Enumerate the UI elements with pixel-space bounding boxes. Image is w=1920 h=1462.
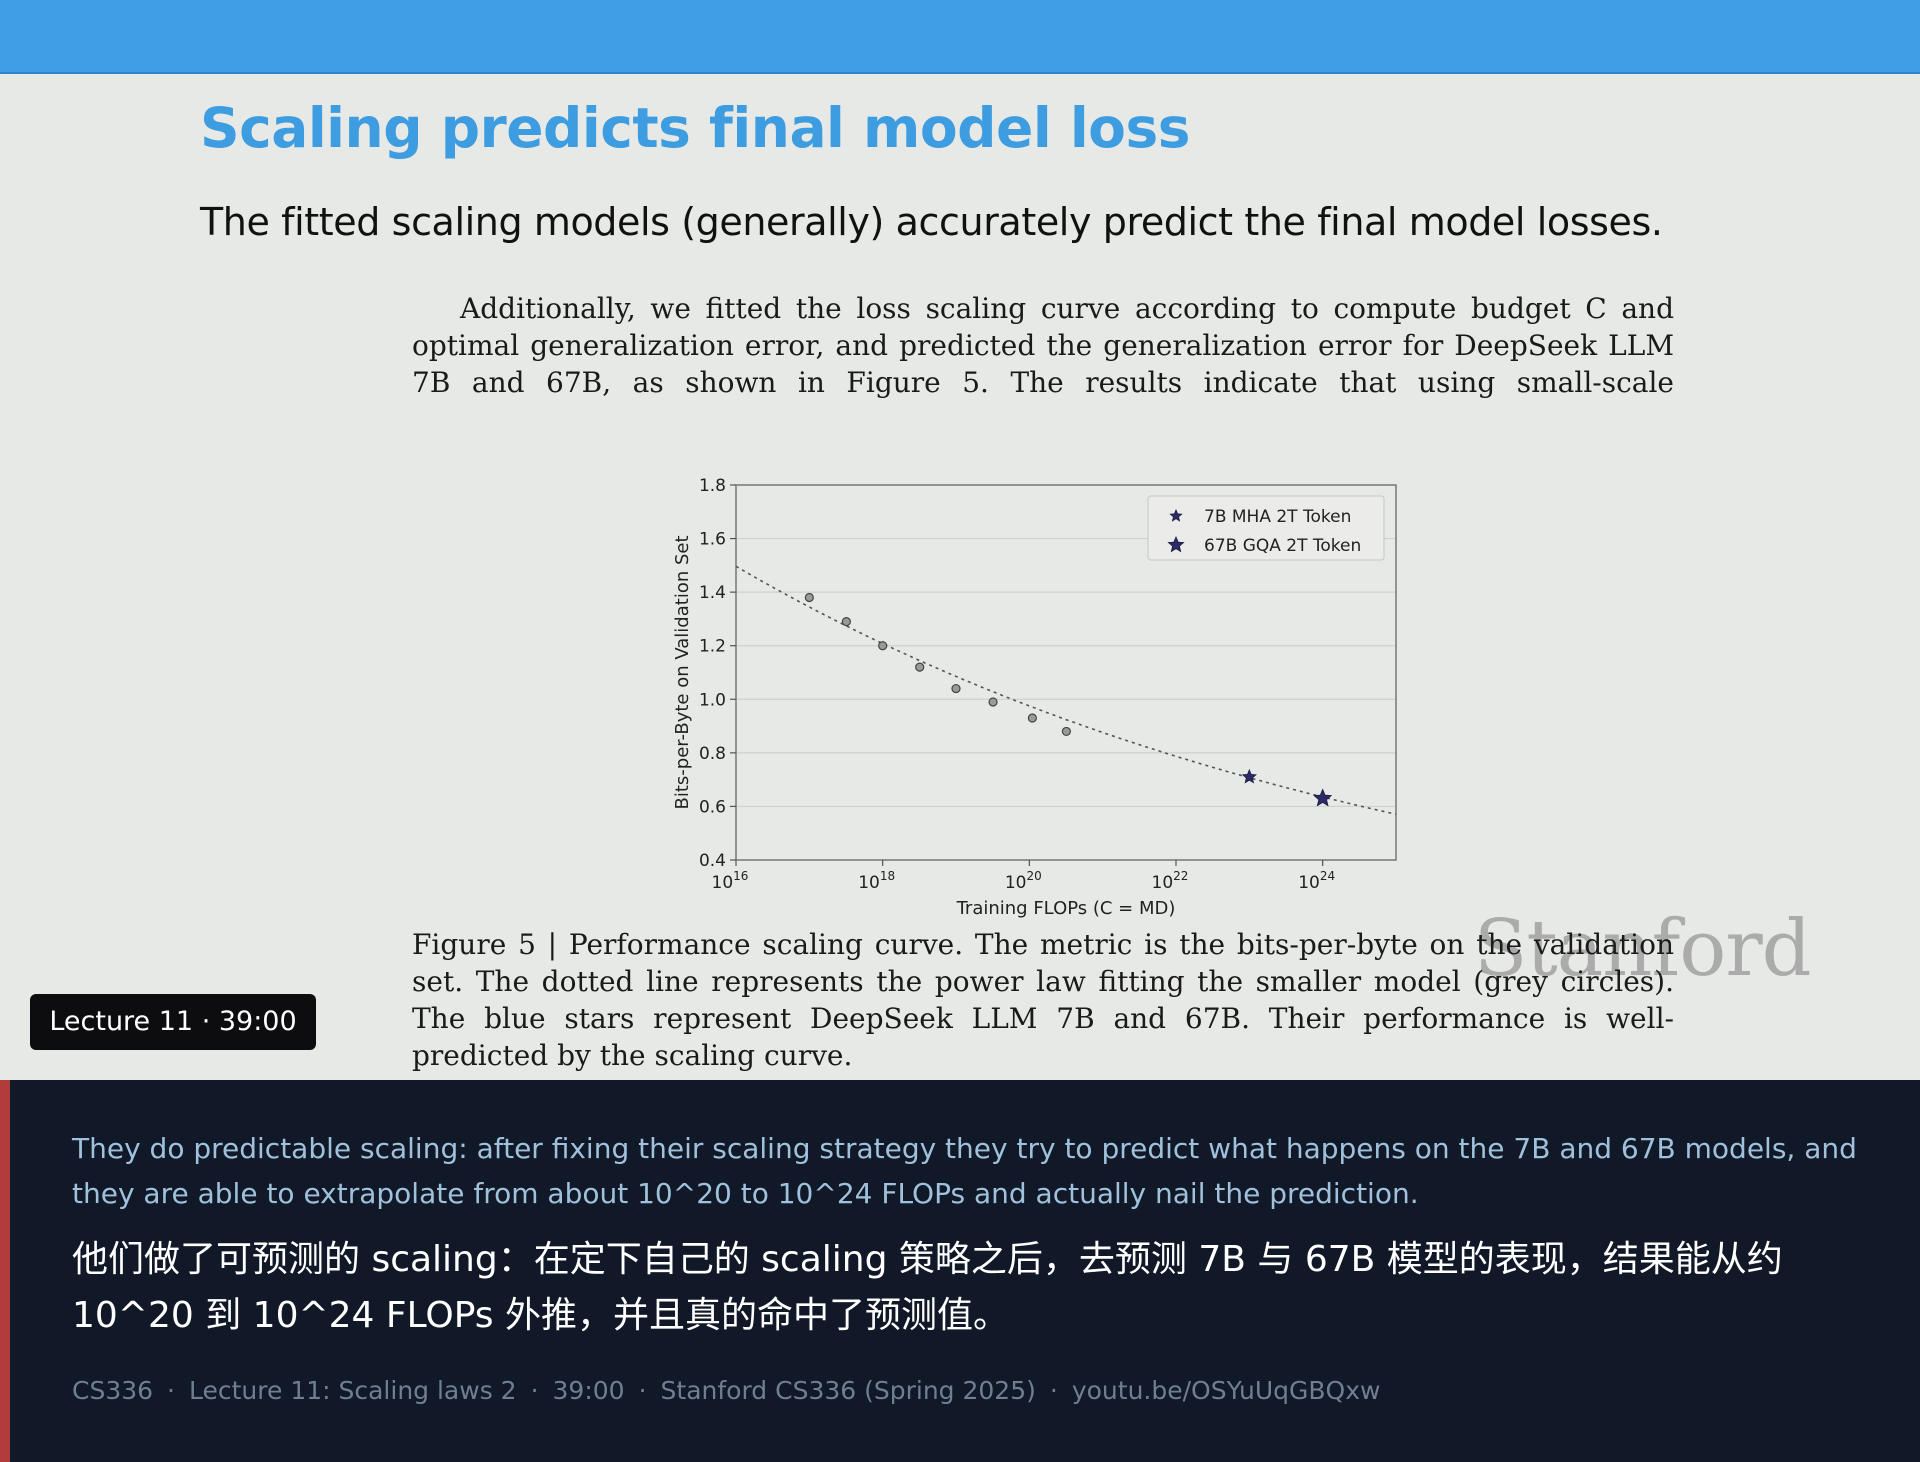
meta-source: Stanford CS336 (Spring 2025) bbox=[660, 1376, 1036, 1405]
data-point-circle bbox=[951, 683, 961, 694]
meta-lecture: Lecture 11: Scaling laws 2 bbox=[189, 1376, 517, 1405]
paper-excerpt: Additionally, we fitted the loss scaling… bbox=[412, 292, 1674, 399]
x-tick-label: 1022 bbox=[1152, 869, 1189, 893]
chart-legend: 7B MHA 2T Token 67B GQA 2T Token bbox=[1147, 495, 1385, 561]
stanford-watermark: Stanford bbox=[1474, 904, 1812, 994]
x-tick-label: 1024 bbox=[1298, 869, 1335, 893]
slide-subtitle: The fitted scaling models (generally) ac… bbox=[200, 200, 1663, 244]
x-tick-label: 1018 bbox=[858, 869, 895, 893]
meta-separator: · bbox=[638, 1376, 647, 1405]
y-axis-ticks: 0.4 0.6 0.8 1.0 1.2 1.4 1.6 1.8 bbox=[699, 476, 736, 871]
slide: Scaling predicts final model loss The fi… bbox=[0, 0, 1920, 1080]
meta-link[interactable]: youtu.be/OSYuUqGBQxw bbox=[1071, 1376, 1381, 1405]
chart-grid bbox=[736, 484, 1396, 861]
y-tick-label: 1.6 bbox=[699, 530, 726, 550]
meta-separator: · bbox=[530, 1376, 539, 1405]
y-tick-label: 0.8 bbox=[699, 744, 726, 764]
y-tick-label: 1.0 bbox=[699, 690, 726, 710]
data-point-circle bbox=[915, 662, 925, 672]
meta-course: CS336 bbox=[72, 1376, 154, 1405]
subtitle-chinese: 他们做了可预测的 scaling：在定下自己的 scaling 策略之后，去预测… bbox=[72, 1239, 1783, 1336]
legend-marker bbox=[1169, 508, 1183, 522]
subtitle-panel: They do predictable scaling: after fixin… bbox=[0, 1080, 1920, 1462]
y-tick-label: 1.8 bbox=[699, 476, 726, 496]
fit-line bbox=[735, 565, 1397, 815]
x-tick-label: 1016 bbox=[712, 869, 749, 893]
figure-caption: Figure 5 | Performance scaling curve. Th… bbox=[412, 928, 1674, 1072]
data-point-star bbox=[1313, 788, 1333, 807]
slide-title: Scaling predicts final model loss bbox=[200, 96, 1190, 160]
data-point-circle bbox=[1061, 726, 1071, 737]
data-point-star bbox=[1241, 768, 1257, 784]
x-axis-label: Training FLOPs (C = MD) bbox=[956, 898, 1176, 919]
data-point-circle bbox=[1027, 713, 1037, 723]
subtitle-accent-bar bbox=[0, 1080, 10, 1462]
video-meta: CS336 · Lecture 11: Scaling laws 2 · 39:00 · S… bbox=[72, 1376, 1380, 1405]
legend-marker bbox=[1167, 535, 1185, 553]
y-tick-label: 0.6 bbox=[699, 797, 726, 817]
lecture-timestamp-badge: Lecture 11 · 39:00 bbox=[30, 994, 316, 1050]
power-law-fit bbox=[735, 565, 1397, 815]
slide-top-bar bbox=[0, 0, 1920, 74]
y-tick-label: 1.4 bbox=[699, 583, 726, 603]
chart-marks bbox=[804, 592, 1333, 807]
data-point-circle bbox=[878, 641, 888, 651]
x-axis-ticks: 1016 1018 1020 1022 1024 bbox=[712, 860, 1335, 893]
meta-separator: · bbox=[167, 1376, 175, 1405]
meta-separator: · bbox=[1049, 1376, 1058, 1405]
data-point-circle bbox=[988, 697, 998, 707]
legend-box bbox=[1147, 495, 1385, 561]
scaling-curve-chart: 0.4 0.6 0.8 1.0 1.2 1.4 1.6 1.8 1016 1018 1020 102… bbox=[672, 476, 1397, 919]
data-point-circle bbox=[841, 617, 851, 627]
meta-timestamp: 39:00 bbox=[552, 1376, 625, 1405]
subtitle-english: They do predictable scaling: after fixin… bbox=[72, 1132, 1857, 1210]
data-point-circle bbox=[804, 592, 814, 603]
legend-label: 67B GQA 2T Token bbox=[1204, 536, 1361, 556]
x-tick-label: 1020 bbox=[1005, 869, 1042, 893]
plot-area bbox=[735, 484, 1397, 861]
y-tick-label: 1.2 bbox=[699, 637, 726, 657]
legend-label: 7B MHA 2T Token bbox=[1204, 507, 1351, 527]
y-axis-label: Bits-per-Byte on Validation Set bbox=[672, 535, 693, 809]
y-tick-label: 0.4 bbox=[699, 851, 726, 871]
